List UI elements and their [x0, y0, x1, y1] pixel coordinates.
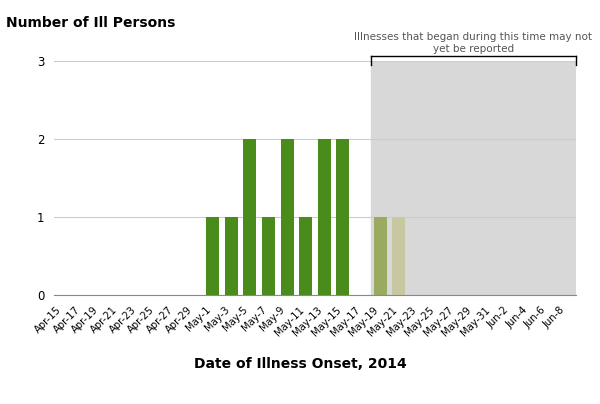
Bar — [243, 139, 256, 295]
Bar — [318, 139, 331, 295]
Bar — [281, 139, 293, 295]
Bar — [371, 61, 576, 295]
Bar — [374, 217, 387, 295]
Bar — [262, 217, 275, 295]
Text: Illnesses that began during this time may not
yet be reported: Illnesses that began during this time ma… — [355, 32, 592, 54]
Bar — [337, 139, 349, 295]
Text: Date of Illness Onset, 2014: Date of Illness Onset, 2014 — [194, 357, 406, 370]
Text: Number of Ill Persons: Number of Ill Persons — [6, 16, 175, 30]
Bar — [206, 217, 219, 295]
Bar — [299, 217, 312, 295]
Bar — [224, 217, 238, 295]
Bar — [392, 217, 406, 295]
